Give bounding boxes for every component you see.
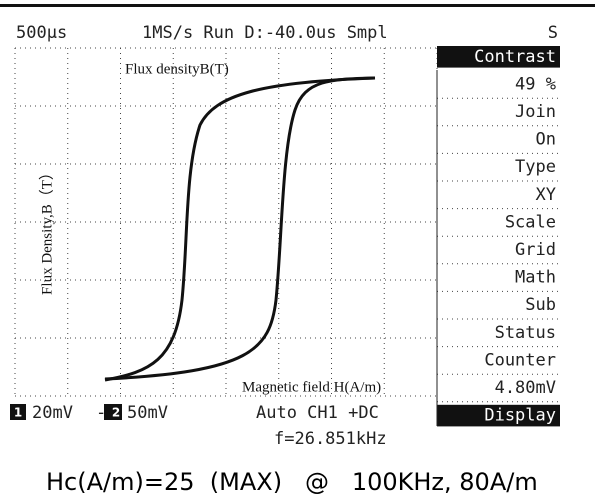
ch1-badge: [10, 404, 26, 420]
top-rule: [0, 4, 595, 7]
menu-item: 49 %: [515, 74, 556, 94]
menu-item: XY: [536, 185, 556, 205]
side-menu: Contrast 49 % Join On Type XY Scale Grid Math Sub…: [436, 46, 560, 427]
menu-item: Scale: [505, 212, 556, 232]
menu-highlight: [437, 404, 560, 427]
hysteresis-falling: [104, 76, 376, 381]
status-flag: S: [548, 23, 558, 43]
hysteresis-rising: [104, 76, 376, 382]
acquisition-status: 1MS/s Run D:-40.0us Smpl: [142, 23, 388, 43]
y-axis-label-side: Flux Density,B（T）: [38, 165, 55, 295]
menu-item: Join: [515, 102, 556, 122]
menu-item: Grid: [515, 240, 556, 260]
frequency: f=26.851kHz: [274, 429, 387, 449]
ch1-label: 1: [14, 406, 22, 420]
x-axis-label: Magnetic field H(A/m): [242, 379, 381, 395]
trigger: Auto CH1 +DC: [256, 403, 379, 423]
menu-item: Math: [515, 268, 556, 288]
menu-item: 4.80mV: [495, 378, 556, 398]
menu-item: Sub: [525, 295, 556, 315]
ch2-badge: [104, 404, 122, 420]
menu-item: Counter: [484, 350, 556, 370]
menu-highlight: [437, 46, 560, 68]
menu-item: Type: [515, 157, 556, 177]
menu-item: Contrast: [474, 47, 556, 67]
timebase: 500μs: [16, 23, 67, 43]
footer-caption: Hc(A/m)=25 (MAX) @ 100KHz, 80A/m: [46, 468, 538, 496]
menu-item: Status: [495, 323, 556, 343]
ch1-scale: 20mV: [32, 403, 73, 423]
menu-item: On: [536, 130, 556, 150]
ch2-scale: 50mV: [127, 403, 168, 423]
ch2-label: 2: [112, 406, 120, 420]
menu-item: Display: [484, 406, 556, 426]
y-axis-label-top: Flux densityB(T): [125, 61, 229, 77]
